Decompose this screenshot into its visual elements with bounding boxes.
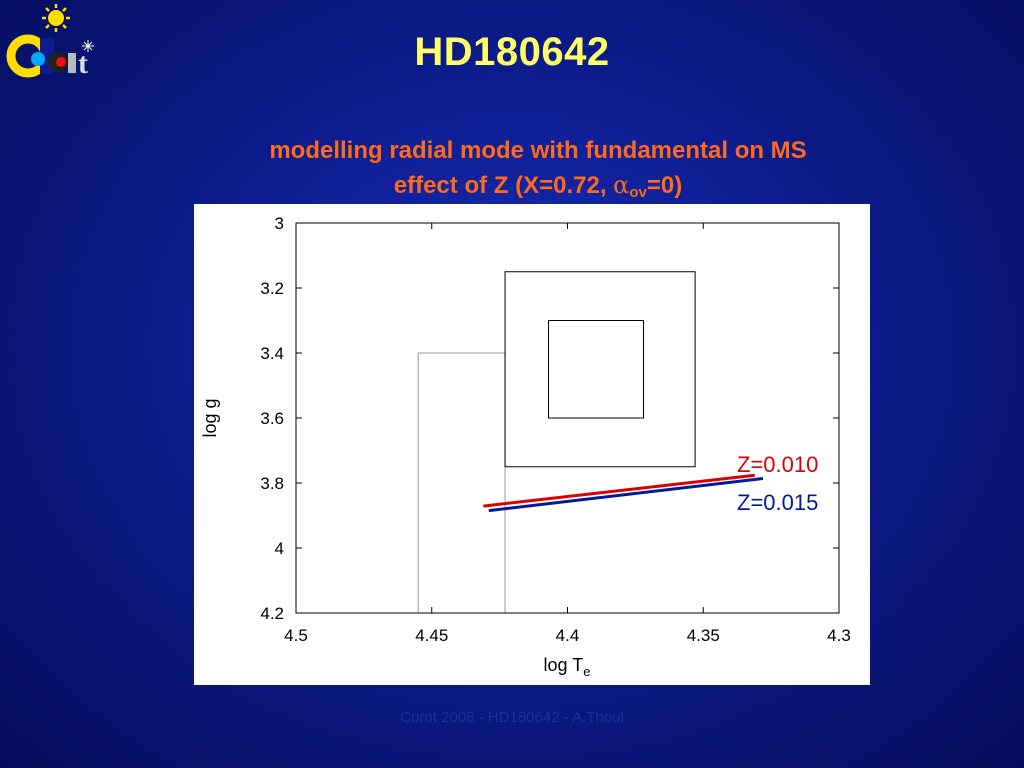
series-label-2: Z=0.015 bbox=[737, 490, 818, 515]
series-label-1: Z=0.010 bbox=[737, 452, 818, 477]
y-tick-label: 3.4 bbox=[260, 344, 284, 363]
x-tick-label: 4.4 bbox=[556, 626, 580, 645]
hr-diagram-chart: Z=0.010 Z=0.015 4.5 4.45 4.4 4.35 4.3 3 3.2 3.4 3.… bbox=[200, 214, 851, 679]
sun-icon bbox=[42, 4, 70, 32]
series-line-1 bbox=[483, 473, 756, 508]
alpha-symbol: α bbox=[613, 171, 630, 199]
y-tick-label: 4.2 bbox=[260, 604, 284, 623]
x-tick-label: 4.3 bbox=[827, 626, 851, 645]
x-axis-label-main: log T bbox=[544, 655, 584, 675]
x-tick-label: 4.5 bbox=[284, 626, 308, 645]
series-line-2 bbox=[488, 476, 764, 513]
inner-box bbox=[547, 320, 645, 419]
chart-subtitle: modelling radial mode with fundamental o… bbox=[218, 134, 858, 210]
y-axis-label: log g bbox=[200, 398, 220, 437]
y-tick-label: 3 bbox=[275, 214, 284, 233]
y-tick-label: 3.2 bbox=[260, 279, 284, 298]
x-axis-label-sub: e bbox=[583, 664, 590, 679]
y-tick-label: 3.6 bbox=[260, 409, 284, 428]
outer-box bbox=[504, 271, 696, 468]
slide-title: HD180642 bbox=[414, 30, 610, 74]
y-tick-label: 4 bbox=[275, 539, 284, 558]
corot-logo: t bbox=[2, 2, 102, 80]
corot-logo-icon: t bbox=[6, 4, 94, 80]
x-tick-label: 4.45 bbox=[415, 626, 448, 645]
plot-panel: Z=0.010 Z=0.015 4.5 4.45 4.4 4.35 4.3 3 3.2 3.4 3.… bbox=[194, 204, 870, 685]
slide-footer: Corot 2008 - HD180642 - A.Thoul bbox=[400, 709, 624, 726]
x-tick-label: 4.35 bbox=[687, 626, 720, 645]
alpha-subscript: ov bbox=[629, 184, 647, 201]
x-axis-label: log Te bbox=[544, 655, 591, 679]
svg-text:t: t bbox=[78, 47, 88, 80]
subtitle-line-2: effect of Z (X=0.72, αov=0) bbox=[218, 168, 858, 210]
y-tick-label: 3.8 bbox=[260, 474, 284, 493]
subtitle-prefix: effect of Z (X=0.72, bbox=[393, 172, 614, 199]
gray-box bbox=[417, 352, 506, 613]
subtitle-suffix: =0) bbox=[646, 172, 683, 199]
subtitle-line-1: modelling radial mode with fundamental o… bbox=[269, 137, 807, 164]
